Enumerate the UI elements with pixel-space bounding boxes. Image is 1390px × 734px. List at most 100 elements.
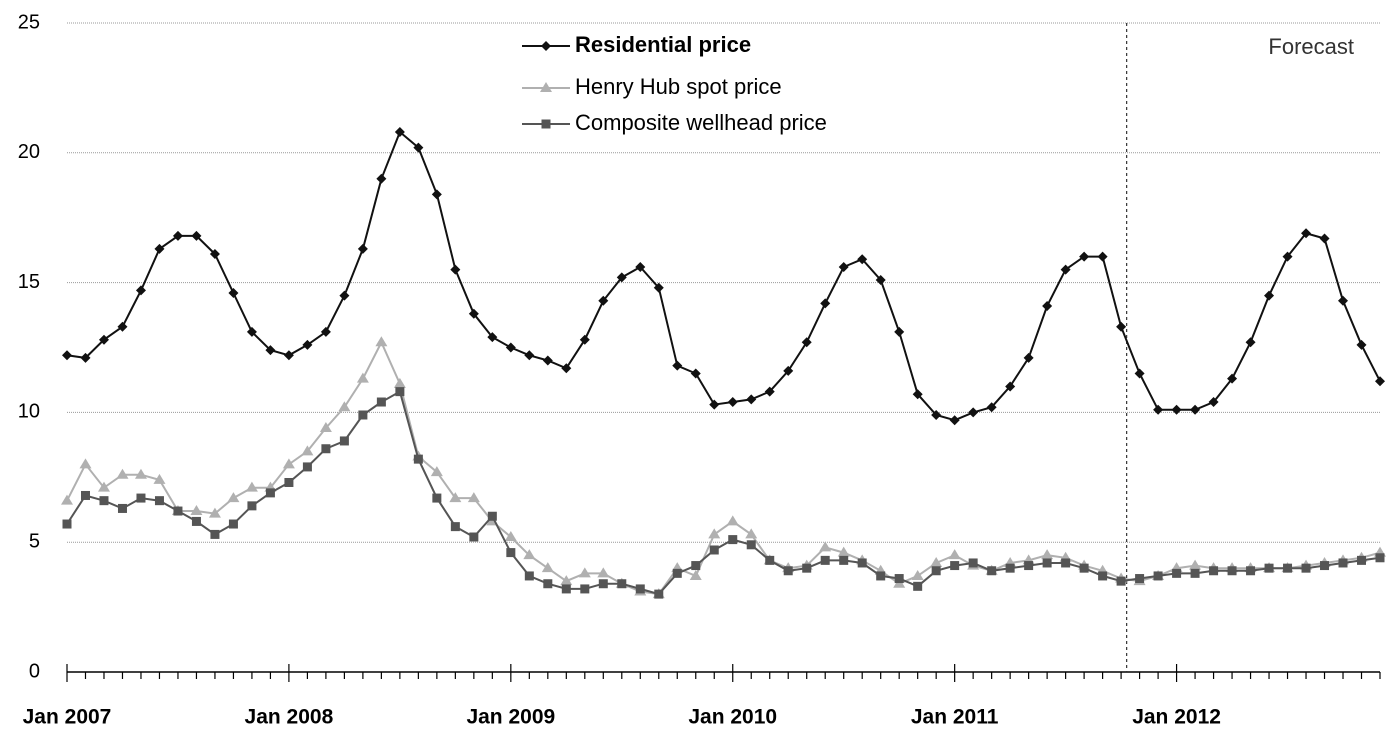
marker: [1264, 290, 1275, 301]
marker: [265, 345, 276, 356]
marker: [802, 563, 812, 573]
marker: [283, 350, 294, 361]
marker: [339, 290, 350, 301]
marker: [672, 360, 683, 371]
marker: [469, 532, 479, 542]
marker: [820, 555, 830, 565]
marker: [450, 522, 460, 532]
marker: [468, 308, 479, 319]
marker: [376, 397, 386, 407]
marker: [301, 445, 314, 456]
marker: [209, 249, 220, 260]
marker: [857, 254, 868, 265]
y-tick-label: 25: [18, 11, 40, 33]
marker: [690, 368, 701, 379]
marker: [99, 496, 109, 506]
marker: [578, 567, 591, 578]
marker: [911, 569, 924, 580]
marker: [745, 528, 758, 539]
marker: [1042, 300, 1053, 311]
marker: [1023, 352, 1034, 363]
marker: [598, 579, 608, 589]
marker: [1190, 404, 1201, 415]
marker: [1060, 264, 1071, 275]
marker: [506, 548, 516, 558]
marker: [561, 363, 572, 374]
marker: [913, 581, 923, 591]
x-tick-label: Jan 2010: [688, 706, 777, 729]
marker: [172, 230, 183, 241]
marker: [228, 287, 239, 298]
marker: [245, 481, 258, 492]
marker: [580, 584, 590, 594]
marker: [728, 535, 738, 545]
marker: [154, 496, 164, 506]
marker: [968, 407, 979, 418]
marker: [1079, 563, 1089, 573]
marker: [228, 519, 238, 529]
marker: [541, 119, 551, 129]
marker: [173, 506, 183, 516]
y-tick-label: 15: [18, 271, 40, 293]
marker: [1301, 563, 1311, 573]
marker: [543, 579, 553, 589]
series-line: [66, 390, 1381, 596]
marker: [284, 477, 294, 487]
marker: [320, 326, 331, 337]
marker: [338, 401, 351, 412]
marker: [80, 352, 91, 363]
marker: [208, 507, 221, 518]
marker: [1005, 563, 1015, 573]
marker: [450, 264, 461, 275]
marker: [413, 454, 423, 464]
marker: [80, 490, 90, 500]
legend-label: Composite wellhead price: [575, 110, 827, 135]
x-tick-label: Jan 2007: [23, 706, 112, 729]
marker: [894, 326, 905, 337]
marker: [394, 127, 405, 138]
marker: [505, 342, 516, 353]
marker: [467, 492, 480, 503]
series-line: [66, 339, 1381, 596]
marker: [1301, 228, 1312, 239]
marker: [1338, 295, 1349, 306]
marker: [542, 355, 553, 366]
marker: [413, 142, 424, 153]
marker: [764, 386, 775, 397]
marker: [1375, 553, 1385, 563]
marker: [356, 372, 369, 383]
marker: [949, 415, 960, 426]
marker: [191, 230, 202, 241]
marker: [616, 272, 627, 283]
y-tick-label: 10: [18, 401, 40, 423]
marker: [987, 566, 997, 576]
marker: [62, 519, 72, 529]
marker: [191, 516, 201, 526]
marker: [1098, 571, 1108, 581]
marker: [432, 493, 442, 503]
marker: [1357, 555, 1367, 565]
marker: [691, 561, 701, 571]
y-tick-label: 5: [29, 530, 40, 552]
marker: [635, 262, 646, 273]
x-tick-label: Jan 2008: [245, 706, 334, 729]
marker: [61, 494, 73, 505]
marker: [1116, 321, 1127, 332]
marker: [117, 503, 127, 513]
marker: [561, 584, 571, 594]
marker: [653, 282, 664, 293]
marker: [1320, 561, 1330, 571]
marker: [190, 505, 203, 516]
marker: [487, 511, 497, 521]
marker: [431, 189, 442, 200]
marker: [912, 389, 923, 400]
marker: [541, 562, 554, 573]
marker: [635, 584, 645, 594]
y-tick-label: 0: [29, 660, 40, 682]
marker: [282, 458, 295, 469]
marker: [524, 350, 535, 361]
marker: [154, 243, 165, 254]
marker: [783, 566, 793, 576]
marker: [560, 575, 573, 586]
marker: [950, 561, 960, 571]
